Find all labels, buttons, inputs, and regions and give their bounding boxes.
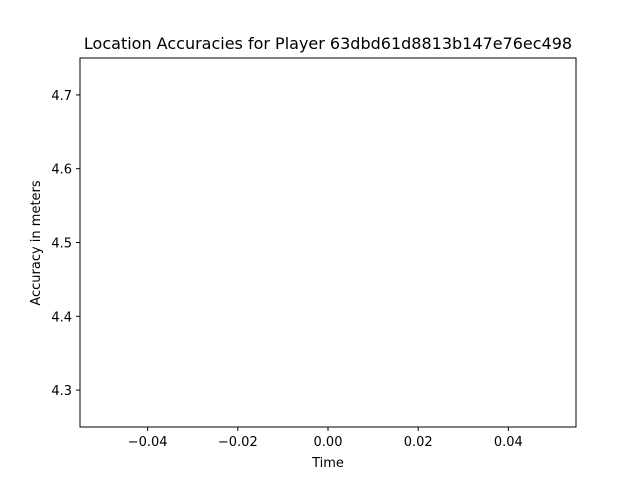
chart-title: Location Accuracies for Player 63dbd61d8… xyxy=(84,34,572,53)
x-tick-label: −0.02 xyxy=(218,435,258,450)
y-tick-label: 4.5 xyxy=(51,237,72,252)
y-tick-label: 4.6 xyxy=(51,163,72,178)
x-tick-label: −0.04 xyxy=(128,435,168,450)
y-tick-label: 4.7 xyxy=(51,89,72,104)
y-axis-label: Accuracy in meters xyxy=(29,180,44,306)
y-tick-label: 4.4 xyxy=(51,310,72,325)
x-axis: −0.04 −0.02 0.00 0.02 0.04 xyxy=(128,427,523,450)
x-tick-label: 0.04 xyxy=(494,435,523,450)
y-axis: 4.3 4.4 4.5 4.6 4.7 xyxy=(51,89,80,399)
x-tick-label: 0.02 xyxy=(404,435,433,450)
x-tick-label: 0.00 xyxy=(314,435,343,450)
y-tick-label: 4.3 xyxy=(51,384,72,399)
x-axis-label: Time xyxy=(311,456,344,471)
